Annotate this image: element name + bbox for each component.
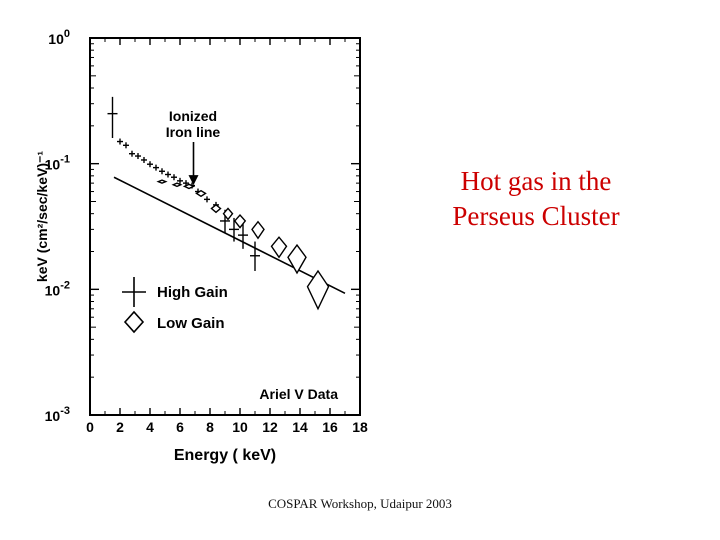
low-gain-point: [270, 236, 288, 259]
chart-legend: High Gain Low Gain: [122, 277, 228, 334]
y-tick-label: 10-3: [45, 405, 70, 424]
low-gain-point: [306, 269, 330, 311]
y-axis-label: keV (cm²/sec/keV)⁻¹: [34, 151, 50, 282]
low-gain-point: [287, 243, 307, 275]
annotation-arrow-head: [188, 175, 199, 186]
legend-entry-low-gain: Low Gain: [123, 310, 225, 334]
x-tick-label: 10: [232, 419, 248, 435]
high-gain-point: [117, 138, 123, 145]
model-fit-line: [113, 176, 346, 295]
low-gain-point: [195, 189, 207, 198]
high-gain-point: [107, 96, 118, 139]
low-gain-point: [251, 220, 265, 240]
axis-labels: Energy ( keV) keV (cm²/sec/keV)⁻¹: [34, 151, 276, 464]
high-gain-point: [123, 142, 129, 149]
legend-entry-high-gain: High Gain: [122, 277, 228, 307]
legend-label-low-gain: Low Gain: [157, 315, 225, 332]
high-gain-point: [165, 171, 171, 178]
x-tick-label: 18: [352, 419, 368, 435]
high-gain-point: [129, 150, 135, 157]
low-gain-point: [182, 183, 196, 190]
x-tick-label: 0: [86, 419, 94, 435]
data-points-layer: [107, 96, 330, 311]
model-fit-layer: [113, 176, 346, 295]
high-gain-point: [171, 174, 177, 181]
y-tick-label: 10-2: [45, 279, 70, 298]
slide-title-line-1: Hot gas in the: [460, 166, 612, 196]
high-gain-point: [250, 241, 260, 271]
x-tick-label: 8: [206, 419, 214, 435]
spectrum-chart: 0 2 4 6 8 10 12 14 16 18 100 10-1 10-2 10-3 High Gain…: [34, 28, 368, 464]
high-gain-point: [177, 177, 183, 184]
x-tick-label: 14: [292, 419, 308, 435]
slide-title-line-2: Perseus Cluster: [452, 201, 620, 231]
slide-footer: COSPAR Workshop, Udaipur 2003: [268, 496, 452, 511]
high-gain-point: [135, 153, 141, 160]
legend-diamond: [123, 310, 145, 334]
x-axis-label: Energy ( keV): [174, 447, 276, 464]
x-tick-label: 2: [116, 419, 124, 435]
low-gain-point: [156, 179, 168, 184]
low-gain-point: [210, 203, 222, 214]
x-tick-label: 16: [322, 419, 338, 435]
x-tick-label: 6: [176, 419, 184, 435]
high-gain-point: [229, 217, 239, 242]
high-gain-point: [204, 196, 210, 203]
x-tick-label: 4: [146, 419, 154, 435]
annotation-ionized-line-1: Ionized: [169, 108, 217, 124]
legend-label-high-gain: High Gain: [157, 284, 228, 301]
high-gain-point: [141, 156, 147, 163]
plot-axes: 0 2 4 6 8 10 12 14 16 18 100 10-1 10-2 10-3: [45, 28, 368, 435]
low-gain-point: [233, 214, 247, 229]
high-gain-point: [159, 168, 165, 175]
slide-title: Hot gas in the Perseus Cluster: [420, 164, 652, 234]
high-gain-point: [238, 222, 248, 249]
low-gain-point: [222, 207, 234, 221]
y-tick-label: 10-1: [45, 154, 70, 173]
y-tick-label: 100: [48, 28, 70, 47]
high-gain-point: [147, 161, 153, 168]
high-gain-point: [153, 164, 159, 171]
low-gain-point: [171, 182, 183, 188]
x-tick-label: 12: [262, 419, 278, 435]
annotation-ionized-line-2: Iron line: [166, 124, 221, 140]
annotation-ariel-v-data: Ariel V Data: [259, 386, 338, 402]
